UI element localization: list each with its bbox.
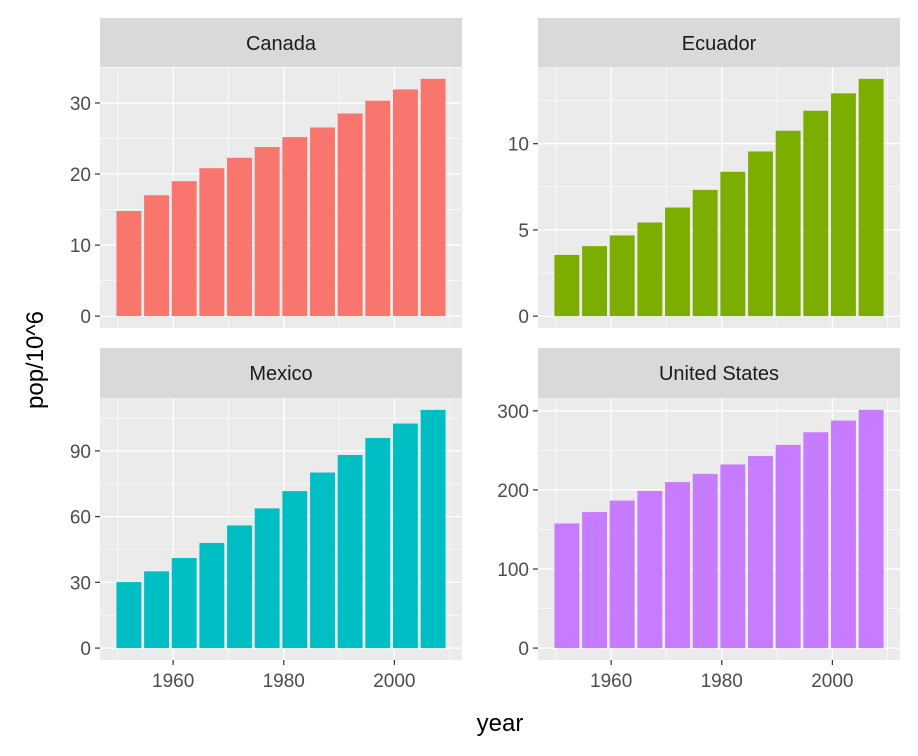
facet-strip	[538, 18, 900, 67]
bar-1982	[720, 171, 746, 317]
bar-1967	[199, 168, 225, 317]
bar-1977	[254, 508, 280, 649]
bar-1952	[554, 254, 580, 317]
bar-1982	[720, 464, 746, 649]
y-tick-label: 0	[518, 307, 529, 328]
bar-2002	[831, 420, 856, 649]
bar-1967	[199, 542, 225, 649]
y-tick-label: 100	[497, 560, 529, 581]
bar-2002	[831, 93, 856, 317]
facet-panel-united-states: United States 0 100 200 300 1960 1980 2000	[497, 348, 900, 692]
bar-1997	[803, 432, 829, 649]
bar-1957	[144, 571, 169, 649]
x-tick-label: 1980	[263, 671, 305, 692]
bar-1992	[337, 113, 363, 317]
facet-panel-canada: Canada 0 10 20 30	[70, 18, 462, 328]
bar-2002	[393, 423, 418, 649]
bar-1967	[637, 490, 663, 649]
bar-1962	[609, 500, 635, 649]
bar-1952	[116, 582, 142, 649]
y-tick-label: 0	[80, 307, 91, 328]
bar-1997	[365, 100, 391, 317]
facet-strip-label: United States	[659, 363, 779, 385]
y-tick-label: 200	[497, 481, 529, 502]
y-axis-title: pop/10^6	[22, 311, 49, 409]
facet-panel-mexico: Mexico 0 30 60 90 1960 1980 2000	[70, 348, 462, 692]
bar-1987	[748, 151, 773, 317]
bar-1987	[748, 456, 773, 649]
x-tick-label: 2000	[811, 671, 853, 692]
bar-1972	[227, 157, 252, 317]
bar-1997	[803, 110, 829, 317]
facet-strip-label: Ecuador	[682, 33, 757, 55]
bar-1992	[337, 455, 363, 649]
bar-1977	[692, 189, 718, 317]
x-tick-label: 1960	[152, 671, 194, 692]
bar-1992	[775, 130, 801, 317]
y-tick-label: 20	[70, 165, 91, 186]
bar-1987	[310, 127, 335, 317]
bar-1982	[282, 491, 308, 649]
y-tick-label: 10	[508, 135, 529, 156]
bar-2002	[393, 89, 418, 317]
y-tick-label: 30	[70, 94, 91, 115]
bar-2007	[420, 78, 446, 317]
x-axis-title: year	[477, 710, 524, 737]
bar-1952	[116, 211, 142, 317]
y-tick-label: 0	[518, 639, 529, 660]
bar-1987	[310, 472, 335, 649]
facet-strip	[100, 348, 462, 398]
y-tick-label: 60	[70, 508, 91, 529]
facet-strip	[100, 18, 462, 67]
facet-panel-ecuador: Ecuador 0 5 10	[508, 18, 900, 328]
y-tick-label: 30	[70, 573, 91, 594]
bar-1957	[144, 195, 169, 317]
facet-strip-label: Mexico	[249, 363, 312, 385]
bar-1952	[554, 523, 580, 649]
bar-1982	[282, 137, 308, 317]
bar-1962	[171, 181, 197, 317]
facet-strip-label: Canada	[246, 33, 317, 55]
y-tick-label: 90	[70, 442, 91, 463]
bar-1972	[665, 207, 690, 317]
bar-2007	[858, 78, 884, 317]
bar-1967	[637, 222, 663, 317]
facet-strip	[538, 348, 900, 398]
x-tick-label: 2000	[373, 671, 415, 692]
bar-2007	[858, 409, 884, 649]
y-tick-label: 10	[70, 236, 91, 257]
bar-1977	[692, 473, 718, 649]
bar-1992	[775, 444, 801, 649]
bar-1972	[227, 525, 252, 649]
y-tick-label: 300	[497, 402, 529, 423]
x-tick-label: 1960	[590, 671, 632, 692]
bar-1962	[171, 557, 197, 649]
bar-1962	[609, 235, 635, 317]
bar-2007	[420, 409, 446, 649]
bar-1972	[665, 482, 690, 649]
bar-1957	[582, 246, 607, 317]
bar-1977	[254, 147, 280, 317]
y-tick-label: 5	[518, 221, 529, 242]
bar-1957	[582, 512, 607, 649]
bar-1997	[365, 437, 391, 649]
y-tick-label: 0	[80, 639, 91, 660]
x-tick-label: 1980	[701, 671, 743, 692]
